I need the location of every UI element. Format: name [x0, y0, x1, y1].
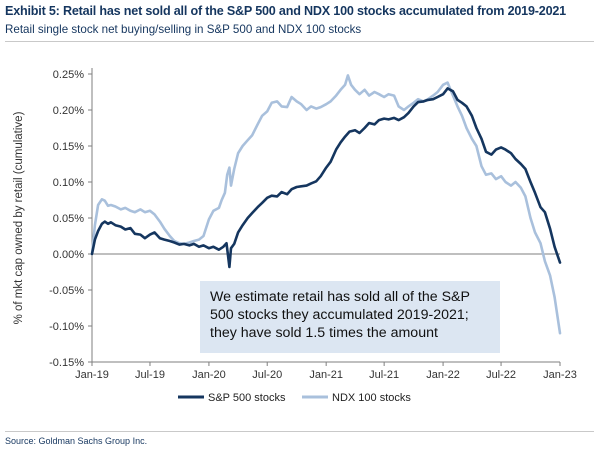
chart-title: Exhibit 5: Retail has net sold all of th… [5, 4, 566, 18]
y-tick-label: -0.10% [49, 321, 84, 333]
y-tick-label: 0.25% [53, 69, 84, 81]
y-tick-label: -0.05% [49, 285, 84, 297]
x-tick-label: Jul-19 [135, 369, 165, 381]
x-tick-label: Jan-19 [75, 369, 109, 381]
x-tick-label: Jan-22 [426, 369, 460, 381]
annotation-text: We estimate retail has sold all of the S… [210, 289, 470, 305]
x-tick-label: Jul-21 [369, 369, 399, 381]
footer-divider [5, 431, 594, 432]
line-chart: -0.15% -0.10% -0.05% 0.00% 0.05% 0.10% 0.15% 0.… [13, 68, 577, 404]
y-tick-label: 0.00% [53, 249, 84, 261]
x-tick-label: Jan-23 [543, 369, 577, 381]
y-tick-label: 0.05% [53, 213, 84, 225]
y-tick-label: -0.15% [49, 357, 84, 369]
x-tick-label: Jul-20 [252, 369, 282, 381]
y-tick-label: 0.10% [53, 177, 84, 189]
annotation-box [200, 281, 500, 353]
title-divider [5, 41, 594, 42]
series-line-1 [90, 74, 562, 335]
legend-label: S&P 500 stocks [208, 392, 286, 404]
source-note: Source: Goldman Sachs Group Inc. [5, 436, 148, 446]
y-tick-label: 0.20% [53, 105, 84, 117]
x-tick-label: Jul-22 [486, 369, 516, 381]
legend-label: NDX 100 stocks [332, 392, 411, 404]
series-line-0 [90, 87, 562, 269]
annotation-text: they have sold 1.5 times the amount [210, 325, 438, 341]
x-tick-label: Jan-21 [309, 369, 343, 381]
chart-subtitle: Retail single stock net buying/selling i… [5, 23, 362, 36]
y-tick-label: 0.15% [53, 141, 84, 153]
y-axis-label: % of mkt cap owned by retail (cumulative… [13, 111, 25, 324]
annotation-text: 500 stocks they accumulated 2019-2021; [210, 307, 469, 323]
x-tick-label: Jan-20 [192, 369, 226, 381]
